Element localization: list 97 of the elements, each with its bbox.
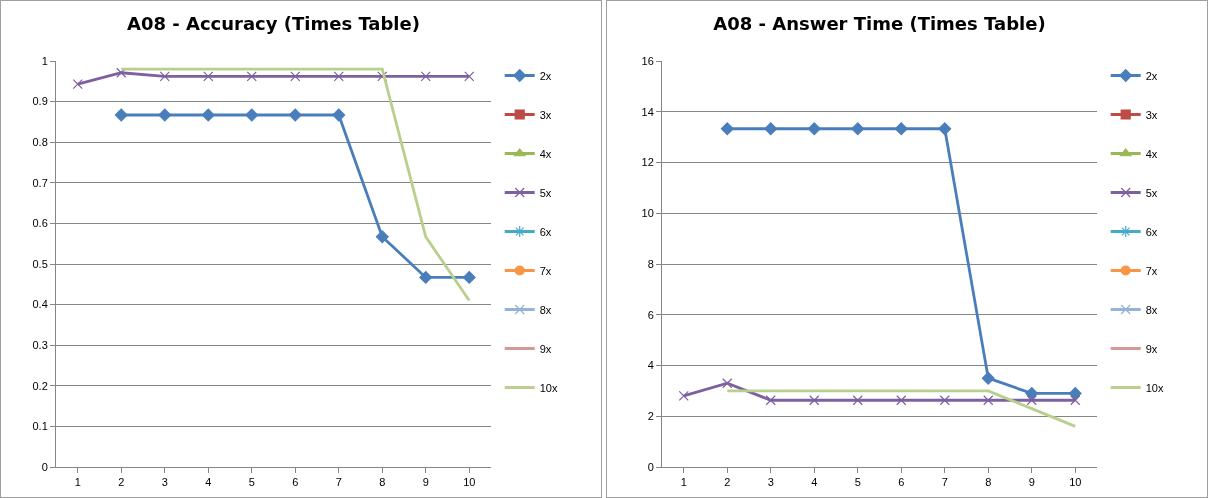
x-tick-label: 7 <box>941 476 948 489</box>
x-tick-label: 9 <box>422 476 429 489</box>
x-tick-label: 7 <box>335 476 342 489</box>
y-tick-label: 1 <box>41 54 48 67</box>
x-tick-label: 10 <box>463 476 476 489</box>
legend-label: 10x <box>539 381 558 394</box>
point <box>462 270 476 284</box>
point <box>852 395 863 406</box>
y-tick-label: 10 <box>641 207 654 220</box>
y-tick-label: 0.3 <box>32 339 48 352</box>
point <box>765 395 776 406</box>
point <box>983 395 994 406</box>
point <box>158 108 172 122</box>
x-tick-label: 1 <box>74 476 81 489</box>
legend-label: 6x <box>1145 225 1158 238</box>
y-tick-label: 2 <box>647 410 654 423</box>
x-tick-label: 4 <box>205 476 212 489</box>
legend-label: 4x <box>539 147 552 160</box>
point <box>201 108 215 122</box>
legend-label: 3x <box>1145 108 1158 121</box>
point <box>72 79 83 90</box>
point <box>375 230 389 244</box>
x-tick-label: 2 <box>118 476 125 489</box>
chart-title: A08 - Answer Time (Times Table) <box>713 12 1046 34</box>
x-tick-label: 9 <box>1028 476 1035 489</box>
y-tick-label: 14 <box>641 105 654 118</box>
y-tick-label: 0 <box>647 460 654 473</box>
legend-label: 6x <box>539 225 552 238</box>
x-tick-label: 4 <box>811 476 818 489</box>
point <box>722 378 733 389</box>
legend-label: 7x <box>539 264 552 277</box>
point <box>420 71 431 82</box>
point <box>894 122 908 136</box>
legend-label: 4x <box>1145 147 1158 160</box>
y-tick-label: 12 <box>641 156 654 169</box>
point <box>464 71 475 82</box>
x-tick-label: 6 <box>292 476 299 489</box>
y-tick-label: 0.8 <box>32 136 48 149</box>
point <box>809 395 820 406</box>
x-tick-label: 5 <box>854 476 861 489</box>
y-tick-label: 0.1 <box>32 420 48 433</box>
legend-label: 10x <box>1145 381 1164 394</box>
legend-label: 7x <box>1145 264 1158 277</box>
point <box>939 395 950 406</box>
point <box>807 122 821 136</box>
point <box>159 71 170 82</box>
point <box>377 71 388 82</box>
y-tick-label: 0.2 <box>32 379 48 392</box>
point <box>981 371 995 385</box>
point <box>288 108 302 122</box>
y-tick-label: 8 <box>647 257 654 270</box>
y-tick-label: 16 <box>641 54 654 67</box>
point <box>1026 395 1037 406</box>
point <box>290 71 301 82</box>
legend-label: 2x <box>539 69 552 82</box>
y-tick-label: 0.4 <box>32 298 48 311</box>
point <box>1068 386 1082 400</box>
x-tick-label: 3 <box>161 476 168 489</box>
x-tick-label: 3 <box>767 476 774 489</box>
legend-label: 8x <box>539 303 552 316</box>
x-tick-label: 2 <box>724 476 731 489</box>
point <box>896 395 907 406</box>
x-tick-label: 10 <box>1069 476 1082 489</box>
y-tick-label: 0.5 <box>32 257 48 270</box>
x-tick-label: 8 <box>379 476 386 489</box>
point <box>114 108 128 122</box>
point <box>1025 386 1039 400</box>
y-tick-label: 6 <box>647 308 654 321</box>
point <box>245 108 259 122</box>
legend-label: 9x <box>1145 342 1158 355</box>
point <box>1070 395 1081 406</box>
x-tick-label: 1 <box>680 476 687 489</box>
y-tick-label: 4 <box>647 359 654 372</box>
point <box>938 122 952 136</box>
y-tick-label: 0 <box>41 460 48 473</box>
point <box>851 122 865 136</box>
legend-label: 3x <box>539 108 552 121</box>
legend-label: 5x <box>539 186 552 199</box>
point <box>419 270 433 284</box>
legend-label: 9x <box>539 342 552 355</box>
legend-label: 2x <box>1145 69 1158 82</box>
x-tick-label: 6 <box>898 476 905 489</box>
x-tick-label: 5 <box>248 476 255 489</box>
point <box>333 71 344 82</box>
point <box>764 122 778 136</box>
y-tick-label: 0.7 <box>32 176 48 189</box>
point <box>332 108 346 122</box>
point <box>678 390 689 402</box>
point <box>246 71 257 82</box>
y-tick-label: 0.6 <box>32 217 48 230</box>
legend-label: 8x <box>1145 303 1158 316</box>
y-tick-label: 0.9 <box>32 95 48 108</box>
legend-label: 5x <box>1145 186 1158 199</box>
point <box>720 122 734 136</box>
point <box>203 71 214 82</box>
chart-title: A08 - Accuracy (Times Table) <box>127 12 420 34</box>
x-tick-label: 8 <box>985 476 992 489</box>
